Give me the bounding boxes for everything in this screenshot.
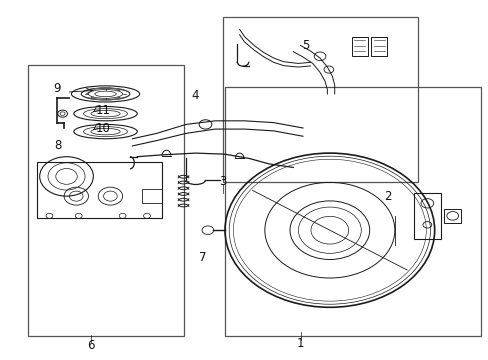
Bar: [142, 189, 161, 203]
Text: 6: 6: [87, 339, 95, 352]
Bar: [224, 87, 480, 336]
Text: 9: 9: [53, 82, 61, 95]
Text: 3: 3: [219, 175, 226, 188]
Bar: [222, 17, 417, 182]
Bar: [27, 65, 183, 336]
Text: 8: 8: [55, 139, 62, 152]
Bar: [444, 209, 461, 223]
Text: 1: 1: [296, 337, 304, 350]
Bar: [413, 193, 440, 239]
Text: 4: 4: [191, 89, 198, 102]
Text: 5: 5: [301, 39, 308, 52]
Bar: [37, 162, 161, 218]
Text: 7: 7: [199, 251, 206, 264]
Bar: [370, 37, 386, 56]
Bar: [351, 37, 367, 56]
Text: 11: 11: [95, 104, 110, 117]
Text: 2: 2: [384, 190, 391, 203]
Text: 10: 10: [96, 122, 110, 135]
